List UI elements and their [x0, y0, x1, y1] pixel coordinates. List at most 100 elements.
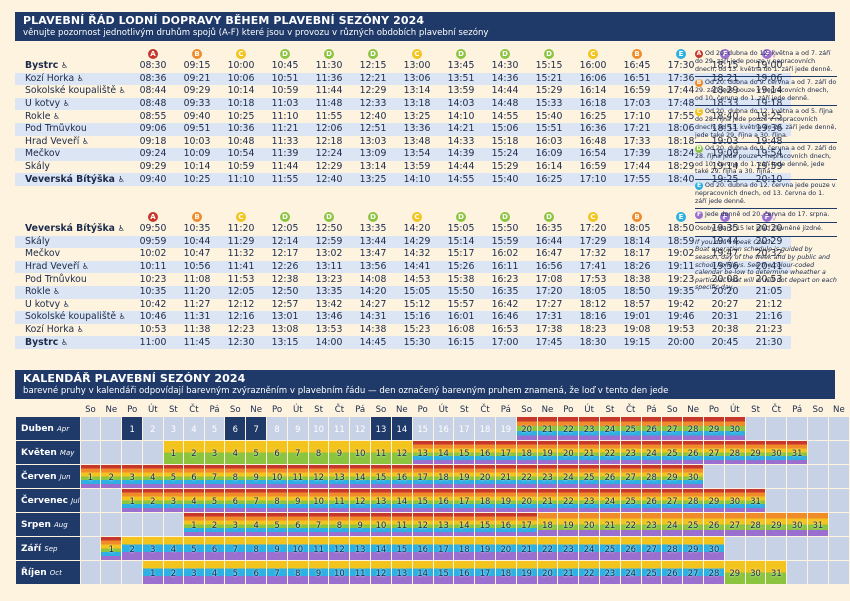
departure-time: 19:56 [703, 260, 747, 274]
departure-time: 10:11 [131, 260, 175, 274]
calendar-day: 5 [267, 513, 287, 536]
calendar-day: 22 [516, 465, 537, 488]
departure-time: 09:51 [175, 122, 219, 136]
day-number: 13 [438, 519, 449, 530]
departure-time: 12:23 [227, 324, 255, 336]
day-number: 7 [253, 423, 259, 434]
departure-time: 15:30 [395, 336, 439, 349]
weekday-label: Ne [687, 405, 699, 415]
day-number: 13 [375, 495, 387, 506]
calendar-day: 25 [620, 489, 641, 512]
note-b: B Od 20. dubna do 9. června a od 7. září … [695, 77, 837, 107]
calendar-day: 1 [163, 441, 184, 464]
departure-time: 09:40 [131, 173, 175, 186]
day-number: 29 [708, 423, 720, 434]
departure-time: 20:20 [755, 223, 783, 235]
calendar-day: 29 [724, 561, 745, 584]
wheelchair-icon: ♿ [114, 224, 125, 234]
day-number: 19 [479, 543, 491, 554]
departure-time: 15:59 [483, 235, 527, 249]
calendar-day: 22 [558, 489, 579, 512]
calendar-day: 30 [683, 465, 704, 488]
calendar-empty [745, 537, 766, 560]
calendar-day: 10 [308, 417, 329, 440]
weekday-label: Ne [105, 405, 118, 415]
calendar-day: 24 [620, 561, 641, 584]
weekday-label: So [521, 405, 532, 415]
day-number: 17 [521, 519, 532, 530]
departure-time: 12:12 [227, 298, 255, 310]
calendar-day: 8 [267, 489, 287, 512]
calendar-day: 24 [600, 417, 620, 440]
calendar-day: 14 [412, 561, 433, 584]
day-number: 27 [625, 471, 637, 482]
calendar-day: 2 [101, 465, 122, 488]
calendar-day: 30 [704, 537, 724, 560]
day-number: 24 [583, 543, 595, 554]
calendar-day: 5 [204, 417, 225, 440]
weekday-label: St [459, 405, 469, 415]
departure-time: 15:57 [447, 298, 475, 310]
day-number: 5 [211, 495, 218, 506]
day-number: 16 [500, 519, 512, 530]
service-badge: C [412, 211, 422, 222]
timetable-row: Mečkov 09:24 10:09 10:54 11:39 12:24 13:09 13:5… [15, 148, 791, 161]
day-number: 11 [334, 495, 345, 506]
calendar-empty [122, 441, 143, 464]
departure-time: 20:31 [703, 311, 747, 324]
service-badge: C [588, 211, 598, 222]
calendar-day: 23 [537, 465, 558, 488]
day-number: 27 [729, 519, 741, 530]
calendar-day: 17 [454, 489, 475, 512]
stop-name: Mečkov [15, 248, 131, 261]
day-number: 22 [542, 543, 553, 554]
departure-time: 13:46 [307, 311, 351, 324]
departure-time: 10:14 [183, 161, 211, 173]
day-number: 6 [232, 495, 238, 506]
service-letter-cell: D [483, 47, 527, 60]
stop-name: U kotvy ♿ [15, 299, 131, 312]
departure-time: 14:31 [351, 311, 395, 324]
departure-time: 16:09 [527, 148, 571, 161]
service-badge: D [280, 211, 290, 222]
departure-time: 18:26 [615, 260, 659, 274]
stop-name-text: Rokle [25, 110, 51, 122]
calendar-day: 2 [204, 513, 225, 536]
day-number: 7 [295, 447, 301, 458]
day-number: 18 [521, 447, 532, 458]
departure-time: 12:40 [307, 173, 351, 186]
month-label: Září Sep [16, 537, 80, 560]
departure-time: 19:42 [667, 298, 695, 310]
calendar-day: 3 [225, 513, 246, 536]
departure-time: 10:35 [131, 285, 175, 299]
service-badge: D [500, 211, 510, 222]
departure-time: 17:45 [527, 336, 571, 349]
day-number: 17 [458, 495, 470, 506]
service-badge: D [280, 48, 290, 59]
calendar-day: 12 [308, 465, 329, 488]
departure-time: 13:35 [307, 285, 351, 299]
departure-time: 20:08 [711, 273, 739, 285]
departure-time: 15:12 [403, 298, 431, 310]
day-number: 3 [211, 447, 218, 458]
day-number: 6 [253, 567, 259, 578]
calendar-day: 17 [433, 537, 454, 560]
day-number: 10 [313, 423, 324, 434]
day-number: 4 [211, 567, 218, 578]
day-number: 3 [191, 567, 197, 578]
departure-time: 19:46 [659, 311, 703, 324]
calendar-day: 25 [683, 513, 704, 536]
calendar-empty [745, 417, 766, 440]
weekday-label: Po [563, 405, 574, 415]
day-number: 21 [604, 519, 616, 530]
day-number: 12 [417, 519, 429, 530]
header-spacer [15, 47, 131, 60]
calendar-day: 24 [579, 537, 600, 560]
day-number: 3 [129, 471, 135, 482]
day-number: 25 [583, 471, 595, 482]
day-number: 20 [521, 423, 532, 434]
day-number: 1 [150, 567, 156, 578]
calendar-day: 28 [745, 513, 766, 536]
departure-time: 13:09 [351, 148, 395, 161]
calendar-day: 29 [704, 489, 724, 512]
